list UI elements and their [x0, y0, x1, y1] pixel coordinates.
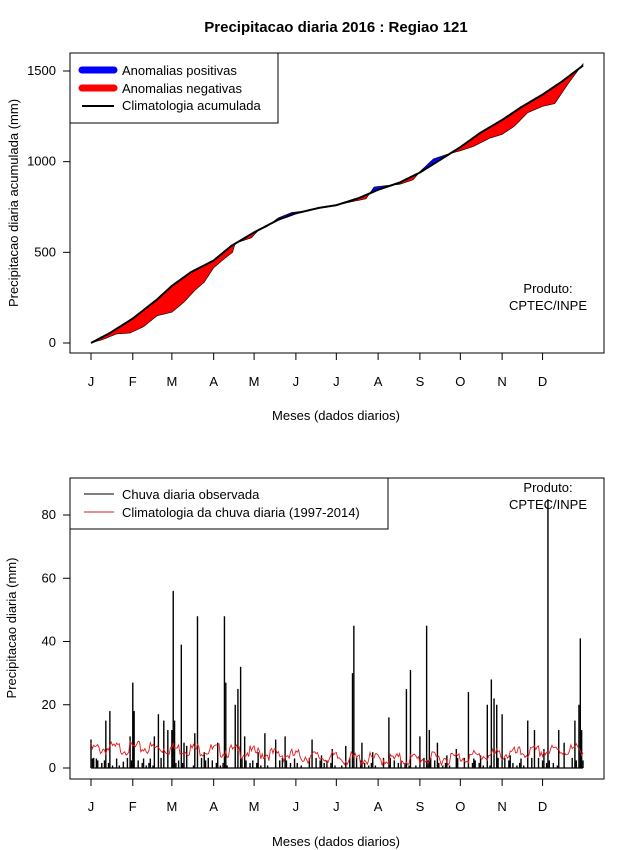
bottom-y-tick-label-60: 60 — [42, 570, 56, 585]
legend-label-negative: Anomalias negativas — [122, 81, 242, 96]
top-annotation-line1: Produto: — [523, 281, 572, 296]
bottom-x-tick-label-0: J — [88, 799, 95, 814]
bottom-x-tick-label-2: M — [166, 799, 177, 814]
bottom-x-axis-label: Meses (dados diarios) — [272, 834, 400, 849]
top-legend: Anomalias positivas Anomalias negativas … — [69, 52, 279, 124]
bottom-annotation-line1: Produto: — [523, 480, 572, 495]
bottom-x-tick-label-8: S — [416, 799, 425, 814]
top-x-tick-label-1: F — [129, 374, 137, 389]
bottom-legend: Chuva diaria observada Climatologia da c… — [69, 477, 389, 530]
top-x-tick-label-11: D — [538, 374, 547, 389]
top-x-tick-label-9: O — [455, 374, 465, 389]
bottom-x-tick-label-7: A — [374, 799, 383, 814]
top-annotation-line2: CPTEC/INPE — [509, 298, 587, 313]
top-y-tick-label-500: 500 — [34, 244, 56, 259]
top-x-tick-label-10: N — [497, 374, 506, 389]
top-x-tick-label-8: S — [416, 374, 425, 389]
bottom-x-tick-label-1: F — [129, 799, 137, 814]
climatology-line — [90, 64, 584, 344]
top-x-tick-label-4: M — [249, 374, 260, 389]
legend-label-climatology-daily: Climatologia da chuva diaria (1997-2014) — [122, 505, 360, 520]
bottom-x-tick-label-9: O — [455, 799, 465, 814]
bottom-x-tick-label-6: J — [333, 799, 340, 814]
bottom-y-axis-label: Precipitacao diaria (mm) — [4, 558, 19, 699]
top-x-tick-label-2: M — [166, 374, 177, 389]
bottom-x-tick-label-5: J — [293, 799, 300, 814]
daily-climatology-line — [90, 740, 584, 767]
bottom-x-tick-label-3: A — [209, 799, 218, 814]
bottom-x-tick-label-4: M — [249, 799, 260, 814]
bottom-y-tick-label-80: 80 — [42, 507, 56, 522]
top-x-tick-label-7: A — [374, 374, 383, 389]
top-x-tick-label-6: J — [333, 374, 340, 389]
top-y-tick-label-0: 0 — [49, 335, 56, 350]
bottom-x-tick-label-11: D — [538, 799, 547, 814]
legend-label-climatology: Climatologia acumulada — [122, 98, 262, 113]
bottom-y-tick-label-40: 40 — [42, 634, 56, 649]
top-x-axis-label: Meses (dados diarios) — [272, 408, 400, 423]
chart-title: Precipitacao diaria 2016 : Regiao 121 — [204, 19, 467, 36]
top-plot-frame — [69, 52, 605, 354]
top-x-tick-label-5: J — [293, 374, 300, 389]
bottom-y-tick-label-20: 20 — [42, 697, 56, 712]
bottom-legend-box — [69, 477, 389, 530]
bottom-y-tick-label-0: 0 — [49, 760, 56, 775]
top-y-axis-label: Precipitacao diaria acumulada (mm) — [6, 99, 21, 307]
top-x-tick-label-0: J — [88, 374, 95, 389]
legend-label-positive: Anomalias positivas — [122, 63, 237, 78]
bottom-annotation-line2: CPTEC/INPE — [509, 497, 587, 512]
bottom-plot-area: 0 20 40 60 80 J F M A M J J A S O N D — [42, 477, 605, 814]
legend-label-observed: Chuva diaria observada — [122, 487, 260, 502]
top-x-tick-label-3: A — [209, 374, 218, 389]
top-plot-area: 0 500 1000 1500 J F M A M J J A S O N D — [27, 52, 605, 389]
top-y-tick-label-1500: 1500 — [27, 63, 56, 78]
bottom-x-tick-label-10: N — [497, 799, 506, 814]
top-y-tick-label-1000: 1000 — [27, 154, 56, 169]
